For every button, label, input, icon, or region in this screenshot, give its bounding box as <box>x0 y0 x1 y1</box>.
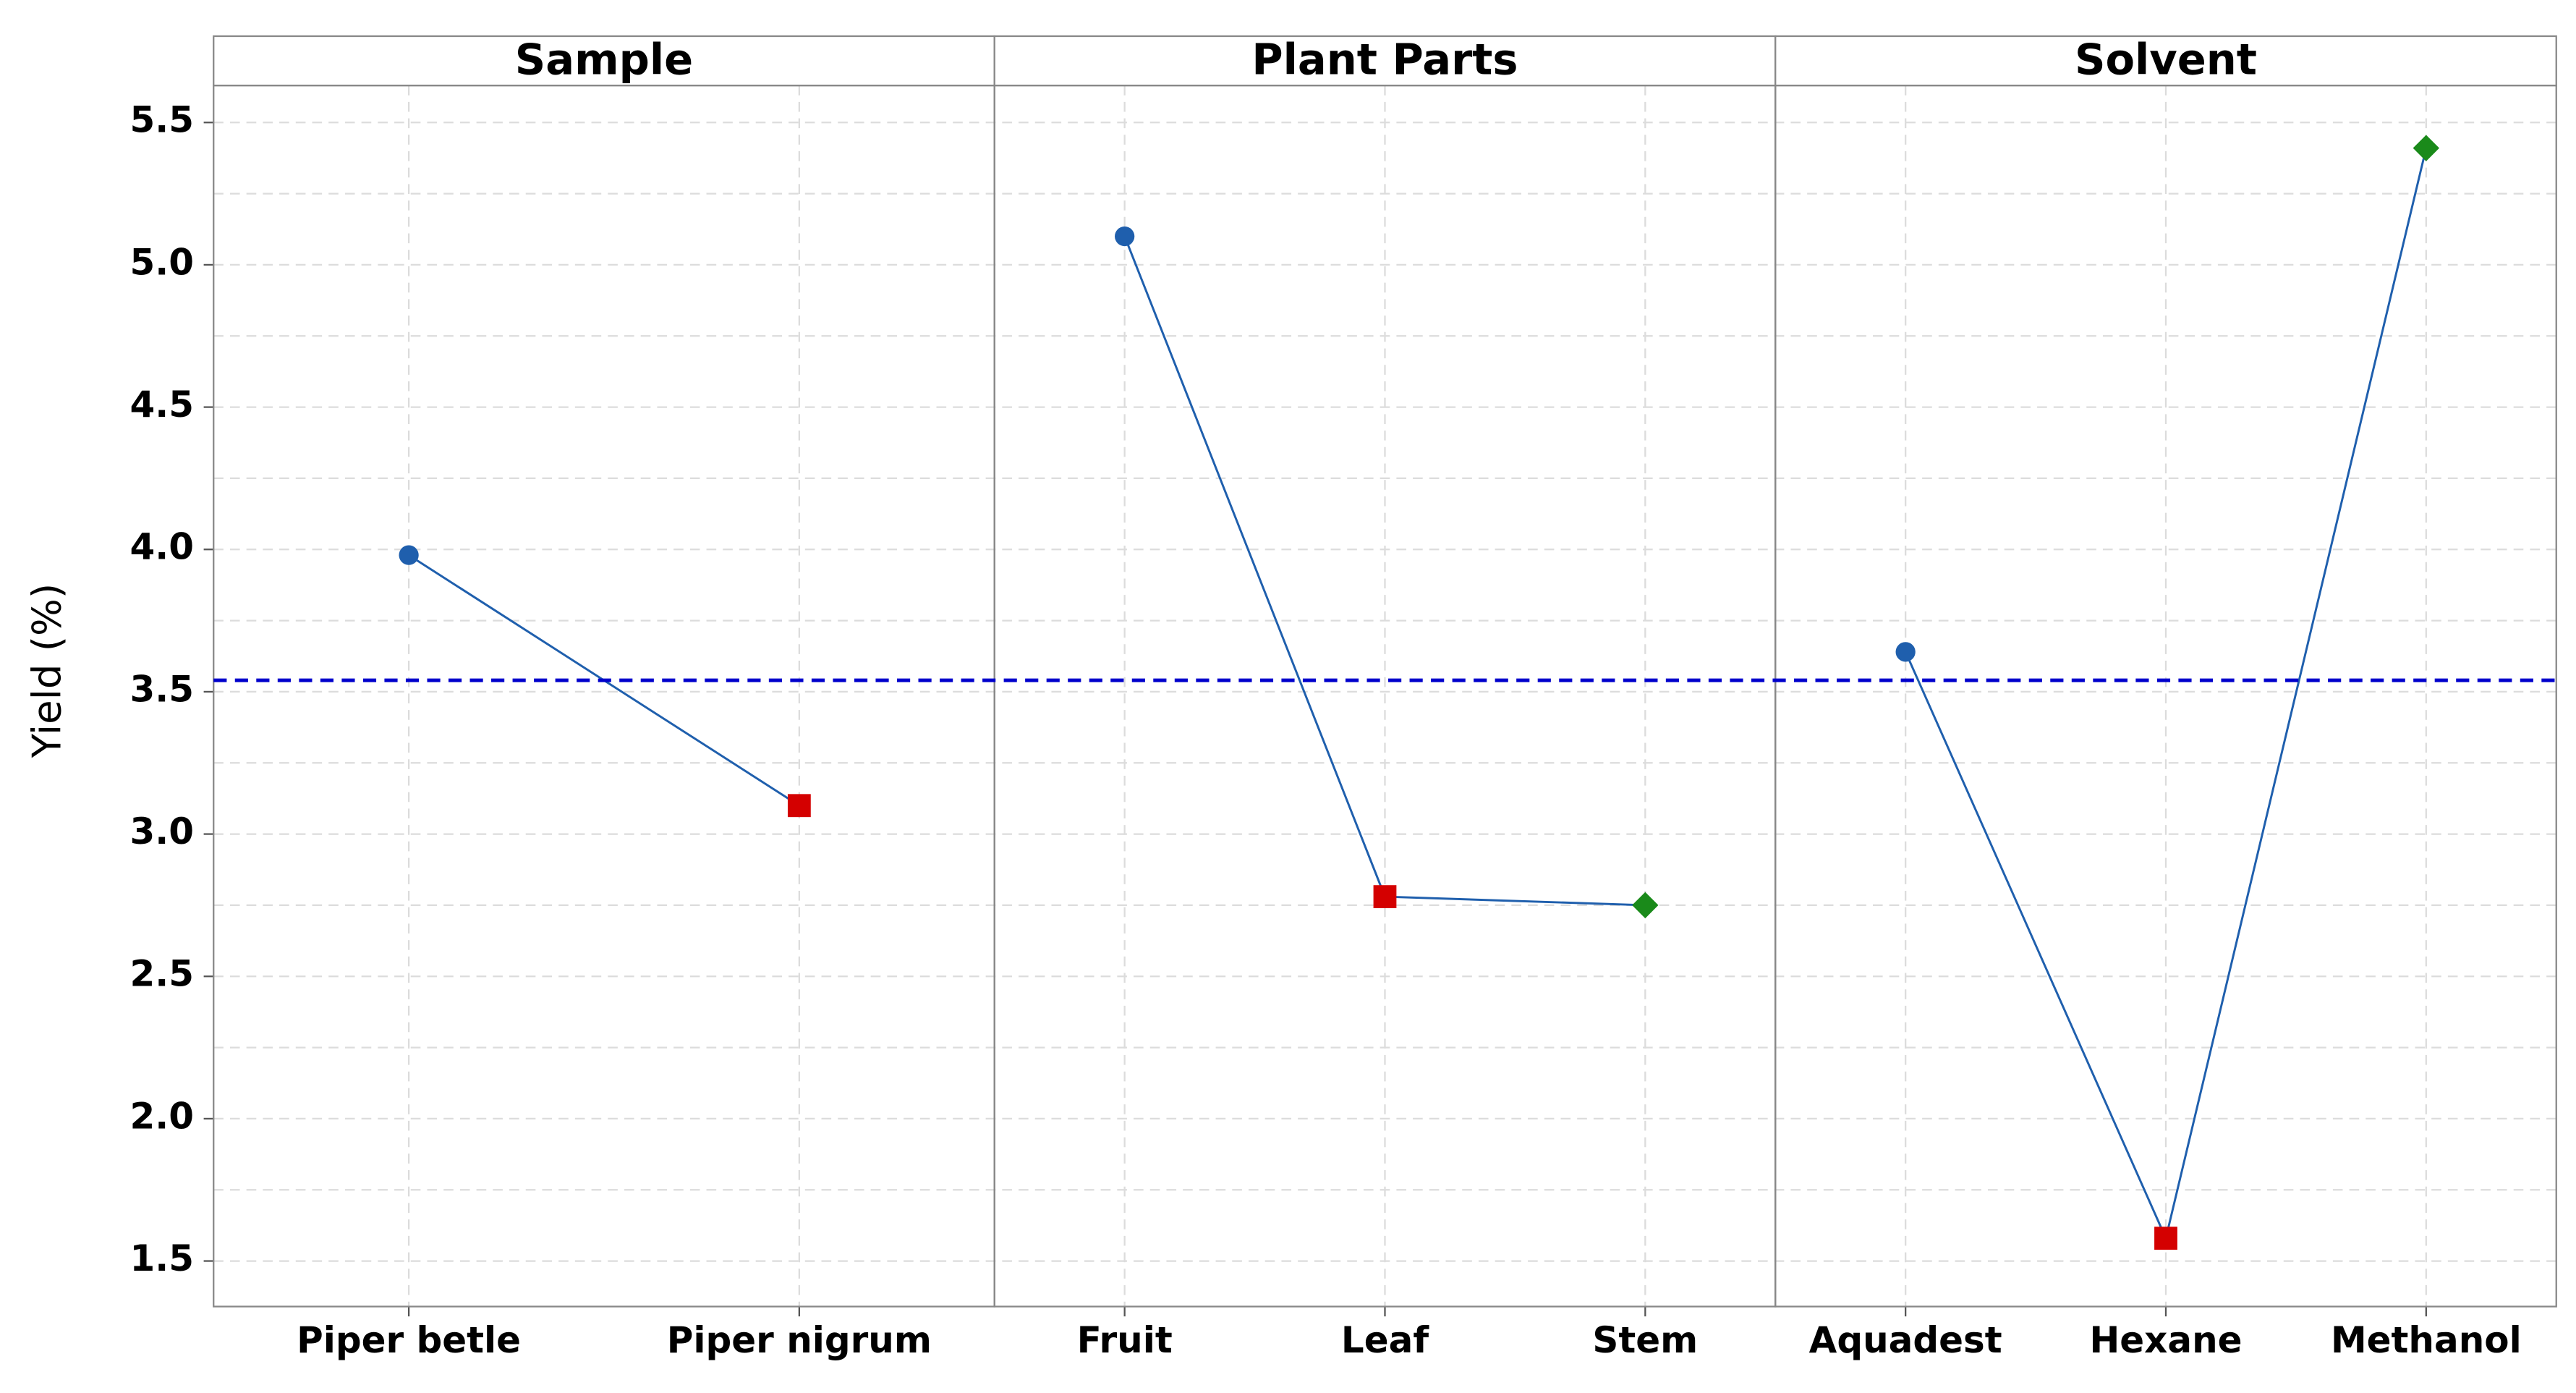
panel-frame <box>213 84 995 1308</box>
y-tick-label: 1.5 <box>129 1237 194 1279</box>
point <box>1632 892 1659 919</box>
point <box>2154 1227 2177 1250</box>
y-tick-label: 2.0 <box>129 1095 194 1137</box>
panel-title: Sample <box>515 34 693 84</box>
x-tick-label: Methanol <box>2331 1319 2522 1361</box>
panel-header <box>993 35 1777 87</box>
y-axis-label: Yield (%) <box>23 583 69 758</box>
y-tick-label: 3.5 <box>129 668 194 710</box>
point <box>787 794 811 818</box>
x-tick-label: Stem <box>1592 1319 1698 1361</box>
point <box>1895 642 1916 662</box>
x-tick-label: Leaf <box>1341 1319 1429 1361</box>
point <box>399 545 419 565</box>
y-tick-label: 5.0 <box>129 241 194 283</box>
panel-frame <box>1774 84 2557 1308</box>
x-tick-label: Piper nigrum <box>667 1319 932 1361</box>
x-tick-label: Fruit <box>1077 1319 1173 1361</box>
y-tick-label: 2.5 <box>129 953 194 995</box>
x-tick-label: Piper betle <box>297 1319 521 1361</box>
x-tick-label: Aquadest <box>1809 1319 2002 1361</box>
y-tick-label: 3.0 <box>129 810 194 852</box>
point <box>1373 885 1397 909</box>
panel-title: Plant Parts <box>1251 34 1518 84</box>
point <box>2413 135 2439 161</box>
x-tick-label: Hexane <box>2089 1319 2242 1361</box>
point <box>1115 226 1135 247</box>
y-tick-label: 4.0 <box>129 526 194 568</box>
y-tick-label: 4.5 <box>129 384 194 425</box>
panel-title: Solvent <box>2075 34 2257 84</box>
y-tick-label: 5.5 <box>129 99 194 141</box>
panel-header <box>1774 35 2557 87</box>
